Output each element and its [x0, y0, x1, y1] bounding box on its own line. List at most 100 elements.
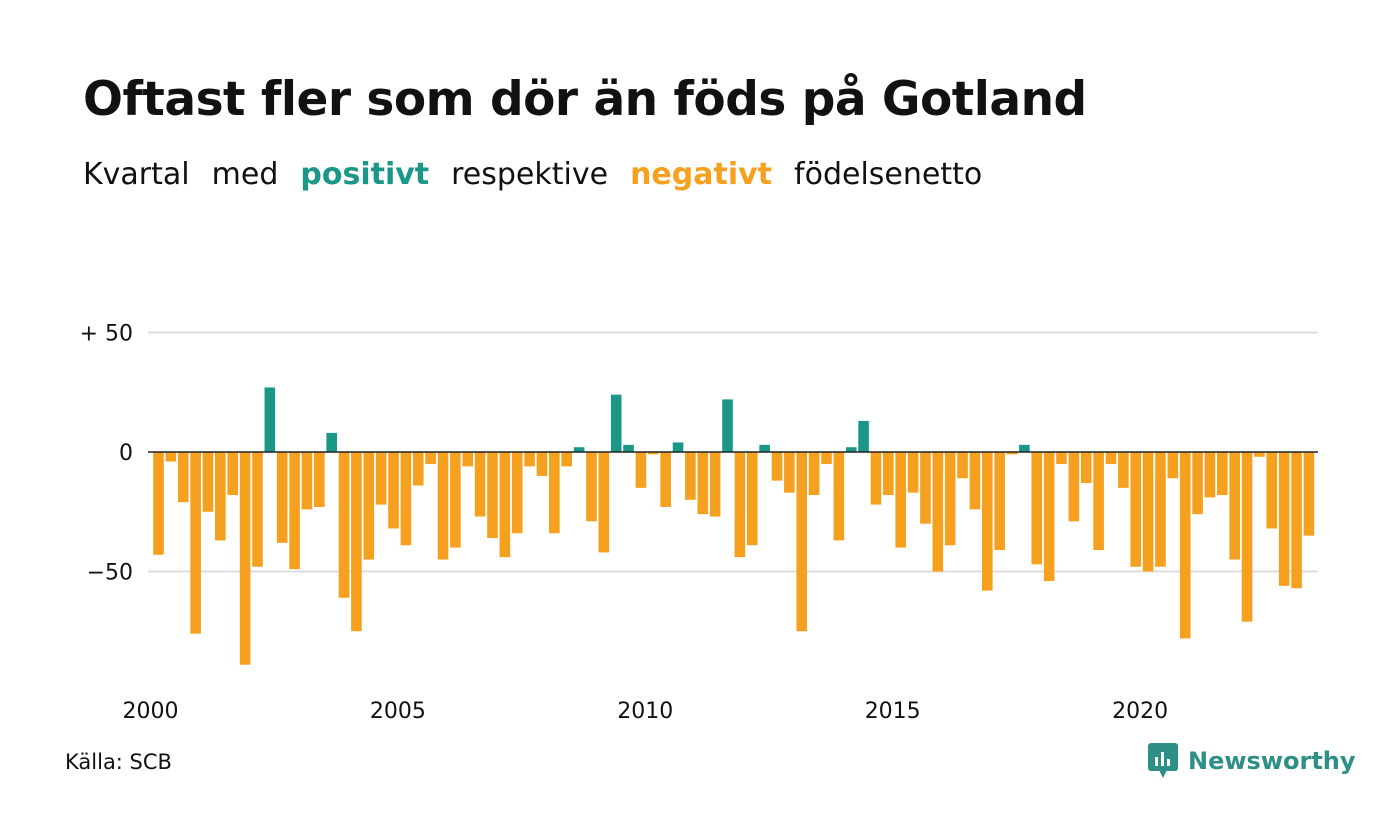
y-tick-label: −50	[87, 561, 133, 586]
y-tick-label: + 50	[80, 322, 133, 347]
subtitle-word: Kvartal	[83, 157, 190, 192]
bar	[697, 452, 709, 515]
bar	[1229, 452, 1240, 560]
x-tick-label: 2005	[370, 699, 426, 724]
subtitle-positive: positivt	[300, 157, 430, 192]
bar	[1043, 452, 1055, 582]
bar	[586, 452, 597, 522]
bar	[227, 452, 239, 496]
source-label: Källa: SCB	[65, 750, 172, 774]
bar	[1217, 452, 1228, 496]
subtitle-word: födelsenetto	[794, 157, 983, 192]
chart-title: Oftast fler som dör än föds på Gotland	[83, 72, 1087, 127]
bar	[549, 452, 560, 534]
bar	[190, 452, 201, 634]
bar	[610, 394, 622, 452]
bar	[1192, 452, 1203, 515]
bar	[289, 452, 300, 570]
chart-bubble-icon	[1148, 743, 1178, 778]
bar	[202, 452, 214, 512]
bar	[771, 452, 783, 481]
bar	[1254, 452, 1265, 457]
bar	[944, 452, 956, 546]
bar	[981, 452, 993, 591]
bar	[808, 452, 820, 496]
bar	[561, 452, 573, 467]
bar	[920, 452, 931, 524]
subtitle-word: respektive	[451, 157, 609, 192]
bar	[833, 452, 845, 541]
bar	[524, 452, 535, 467]
newsworthy-logo: Newsworthy	[1148, 743, 1356, 779]
bar	[264, 387, 276, 452]
bar	[907, 452, 919, 493]
bar	[536, 452, 548, 476]
bar	[388, 452, 399, 529]
bar	[326, 432, 337, 452]
bar	[1118, 452, 1129, 488]
bar	[1278, 452, 1290, 586]
bar	[215, 452, 226, 541]
y-tick-label: 0	[119, 441, 133, 466]
bar	[1204, 452, 1216, 498]
x-tick-label: 2000	[123, 699, 179, 724]
bar	[672, 442, 684, 452]
bar	[660, 452, 671, 507]
bar	[1019, 444, 1030, 452]
bar	[598, 452, 610, 553]
bar	[635, 452, 647, 488]
bar	[450, 452, 461, 548]
logo-text: Newsworthy	[1188, 747, 1356, 775]
bar	[1142, 452, 1154, 572]
bar	[895, 452, 906, 548]
bar	[425, 452, 436, 464]
bar	[784, 452, 795, 493]
bar	[165, 452, 177, 462]
bar	[1266, 452, 1278, 529]
bar	[994, 452, 1005, 550]
subtitle-negative: negativt	[630, 157, 773, 192]
bar	[734, 452, 746, 558]
bar	[276, 452, 288, 543]
bar	[1006, 452, 1018, 455]
bar	[437, 452, 449, 560]
bar	[1031, 452, 1043, 565]
bar	[177, 452, 189, 503]
bar	[1080, 452, 1092, 484]
bar	[648, 452, 659, 455]
bar	[957, 452, 968, 479]
bar	[746, 452, 758, 546]
bar	[1056, 452, 1067, 464]
bar	[845, 447, 857, 452]
x-tick-label: 2020	[1112, 699, 1168, 724]
bar	[685, 452, 696, 500]
bar	[252, 452, 263, 567]
bar	[1130, 452, 1142, 567]
bar	[474, 452, 486, 517]
bar	[499, 452, 511, 558]
bar	[1105, 452, 1117, 464]
bar	[759, 444, 770, 452]
bar	[623, 444, 634, 452]
bar	[1167, 452, 1179, 479]
bar	[412, 452, 424, 486]
bar	[709, 452, 721, 517]
bar	[1068, 452, 1080, 522]
bar	[462, 452, 474, 467]
bar	[573, 447, 585, 452]
bar	[375, 452, 387, 505]
bar	[858, 420, 869, 452]
chart-subtitle: Kvartal med positivt respektive negativt föde…	[83, 157, 1004, 192]
bar	[511, 452, 523, 534]
bar	[821, 452, 832, 464]
bar	[796, 452, 808, 632]
bar	[314, 452, 325, 507]
bar	[301, 452, 313, 510]
bar	[400, 452, 412, 546]
bar	[1093, 452, 1104, 550]
bar	[1241, 452, 1253, 622]
x-tick-label: 2010	[617, 699, 673, 724]
bar	[487, 452, 498, 539]
bar	[1303, 452, 1315, 536]
